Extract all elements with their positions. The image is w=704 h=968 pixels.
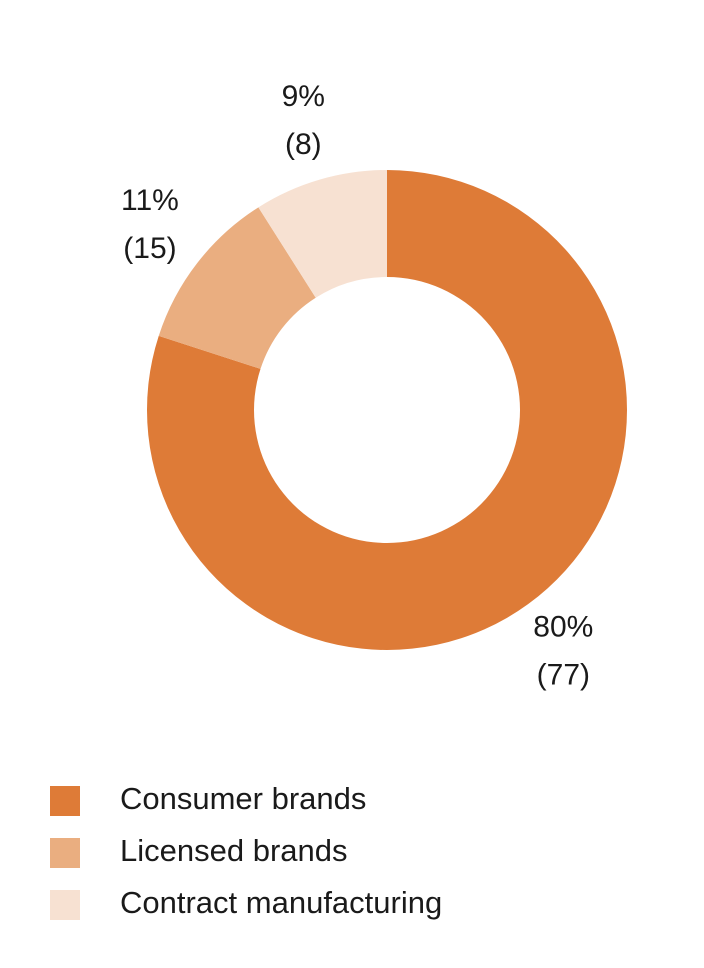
value-label: 80%: [533, 611, 593, 644]
donut-slice: [258, 170, 387, 298]
legend-label: Contract manufacturing: [120, 885, 442, 920]
comparison-label: (15): [123, 232, 176, 265]
legend-swatch: [50, 786, 80, 816]
value-label: 9%: [282, 80, 325, 113]
donut-slice: [158, 207, 316, 369]
donut-slice: [146, 170, 627, 651]
comparison-label: (8): [285, 128, 322, 161]
legend-label: Consumer brands: [120, 781, 366, 816]
legend-swatch: [50, 890, 80, 920]
legend-swatch: [50, 838, 80, 868]
legend-label: Licensed brands: [120, 833, 348, 868]
value-label: 11%: [121, 184, 179, 217]
comparison-label: (77): [537, 659, 590, 692]
